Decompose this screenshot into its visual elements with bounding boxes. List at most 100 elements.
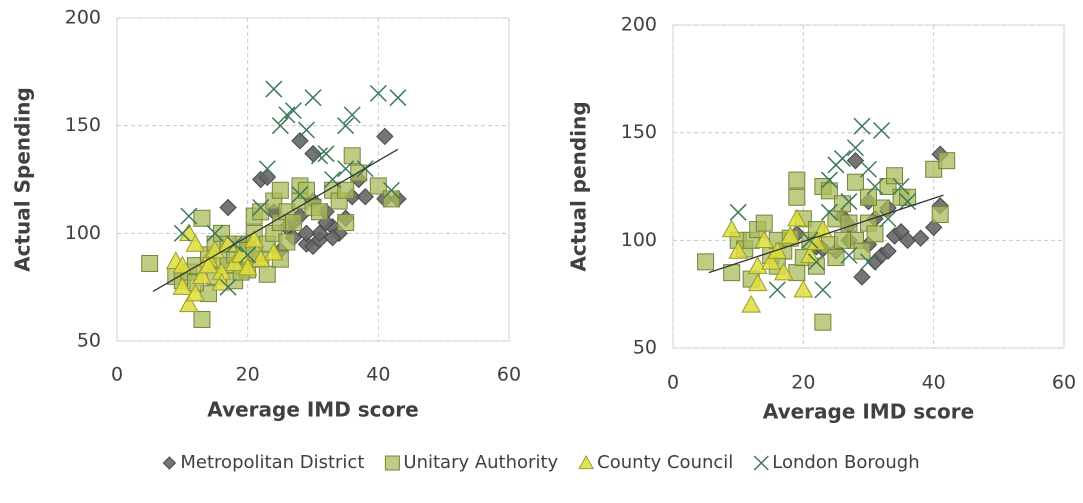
point — [271, 117, 289, 135]
point — [198, 255, 219, 274]
point — [337, 214, 355, 232]
point — [741, 294, 762, 313]
point — [382, 181, 400, 199]
point — [258, 160, 276, 178]
point — [180, 207, 198, 225]
point — [252, 198, 270, 217]
point — [304, 89, 322, 107]
point — [185, 234, 206, 252]
point — [291, 186, 309, 204]
point — [317, 145, 335, 163]
point — [859, 253, 878, 271]
point — [886, 167, 904, 185]
point — [755, 214, 773, 232]
point — [925, 160, 943, 178]
point — [311, 147, 329, 165]
point — [780, 225, 801, 244]
point — [343, 147, 361, 165]
point — [310, 224, 329, 243]
point — [311, 203, 329, 221]
legend-label: Unitary Authority — [403, 452, 558, 473]
legend-marker — [384, 455, 400, 471]
point — [879, 210, 897, 228]
point — [747, 273, 768, 292]
point — [866, 177, 884, 196]
point — [369, 84, 387, 102]
point — [376, 127, 394, 146]
point — [859, 160, 878, 178]
point — [284, 214, 302, 232]
point — [219, 278, 237, 296]
x-axis-label: Average IMD score — [763, 400, 974, 424]
point — [853, 268, 871, 286]
legend-marker — [753, 455, 769, 471]
point — [820, 203, 838, 221]
point — [931, 205, 949, 223]
point — [206, 224, 224, 242]
point — [768, 281, 786, 299]
point — [840, 246, 858, 264]
point — [793, 279, 814, 298]
point — [866, 225, 884, 243]
point — [879, 242, 897, 260]
point — [899, 193, 917, 211]
point — [271, 181, 289, 199]
point — [297, 181, 315, 199]
point — [323, 228, 342, 247]
x-tick-label: 20 — [791, 372, 815, 394]
y-tick-label: 100 — [621, 229, 657, 251]
legend-label: London Borough — [772, 452, 919, 473]
x-axis-label: Average IMD score — [207, 398, 418, 422]
point — [219, 198, 237, 217]
point — [337, 181, 355, 199]
point — [193, 310, 211, 328]
point — [846, 173, 864, 191]
legend-label: County Council — [597, 452, 733, 473]
x-tick-label: 40 — [366, 364, 390, 386]
point — [252, 203, 270, 221]
point — [141, 254, 159, 272]
point — [389, 89, 407, 107]
point — [304, 144, 322, 163]
point — [172, 255, 193, 274]
point — [786, 208, 807, 227]
legend-marker — [578, 454, 595, 470]
point — [807, 253, 825, 271]
point — [697, 253, 715, 271]
y-tick-label: 50 — [77, 330, 101, 352]
point — [892, 177, 910, 196]
point — [840, 193, 858, 211]
point — [278, 233, 296, 251]
point — [337, 117, 355, 135]
legend-label: Metropolitan District — [180, 452, 364, 473]
point — [179, 294, 199, 313]
point — [873, 121, 891, 140]
y-tick-label: 150 — [621, 121, 657, 143]
point — [760, 251, 781, 270]
point — [224, 253, 245, 272]
point — [814, 281, 832, 299]
point — [258, 265, 276, 283]
point — [788, 188, 806, 206]
point — [814, 313, 832, 331]
point — [860, 188, 877, 206]
point — [185, 283, 206, 302]
point — [721, 219, 742, 238]
trendline — [708, 194, 944, 274]
point — [337, 160, 355, 178]
point — [172, 277, 193, 295]
y-tick-label: 200 — [65, 7, 101, 29]
point — [754, 230, 775, 249]
point — [343, 106, 361, 124]
point — [833, 149, 851, 168]
point — [801, 231, 819, 249]
x-tick-label: 60 — [497, 364, 521, 386]
point — [729, 203, 747, 221]
y-tick-label: 150 — [65, 114, 101, 136]
x-tick-label: 0 — [111, 364, 123, 386]
point — [846, 139, 864, 157]
point — [284, 102, 302, 120]
point — [788, 171, 806, 189]
x-tick-label: 20 — [236, 364, 260, 386]
